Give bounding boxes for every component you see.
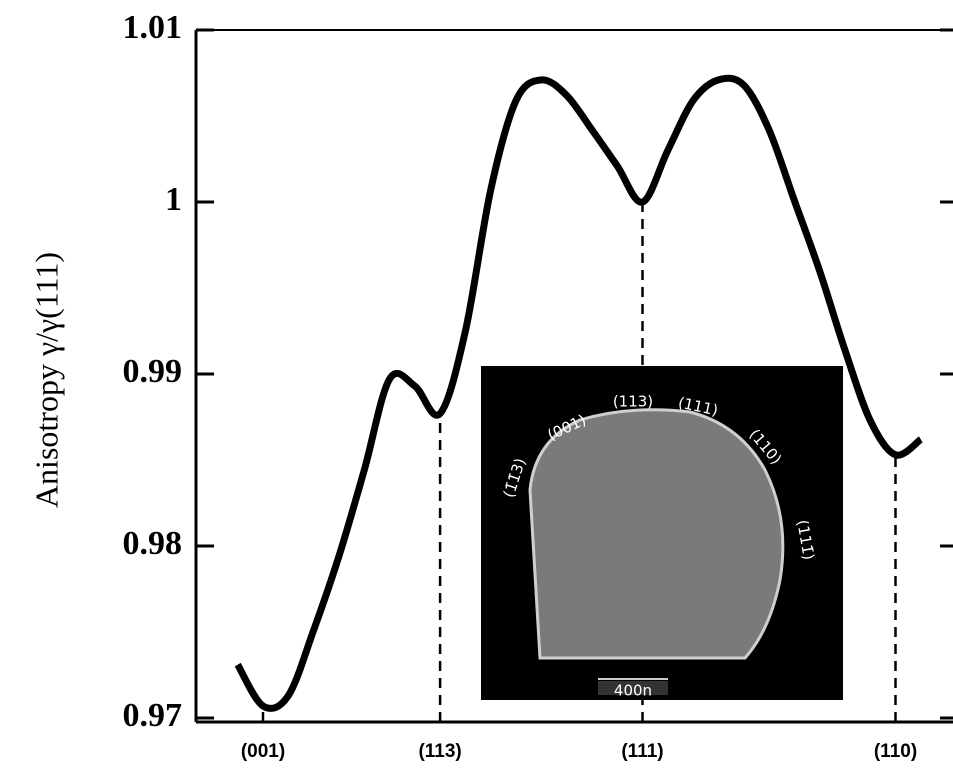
x-tick-label: (001) [241, 741, 285, 762]
particle [528, 408, 785, 660]
inset-micrograph [481, 366, 843, 700]
x-tick-label: (111) [621, 741, 663, 762]
x-tick-label: (113) [418, 741, 461, 762]
inset-label: 400n [614, 682, 652, 700]
y-tick-label: 0.99 [123, 353, 183, 390]
y-axis-label: Anisotropy γ/γ(111) [28, 252, 64, 508]
inset-label: (113) [613, 393, 653, 411]
data-line [234, 74, 923, 712]
y-tick-label: 0.97 [123, 697, 183, 734]
y-tick-label: 0.98 [123, 525, 183, 562]
x-tick-label: (110) [874, 741, 917, 762]
scale-box [598, 681, 668, 695]
y-tick-label: 1 [165, 181, 182, 218]
y-tick-label: 1.01 [123, 9, 183, 46]
